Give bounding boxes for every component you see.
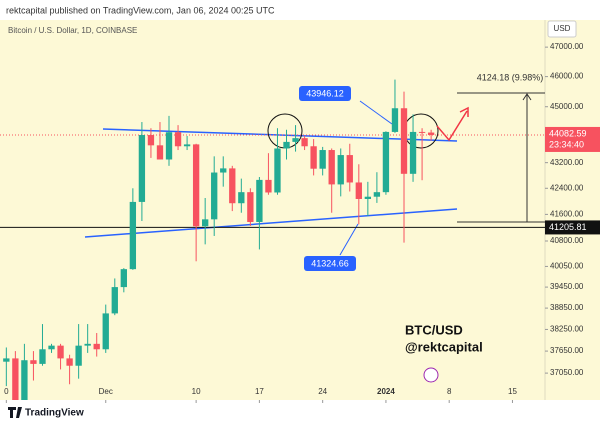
subtitle: Bitcoin / U.S. Dollar, 1D, COINBASE — [8, 26, 137, 35]
candle-body — [57, 345, 64, 359]
pair-label: BTC/USD — [405, 322, 463, 337]
label-box — [299, 86, 351, 101]
label-box — [304, 256, 356, 271]
candle-body — [129, 201, 137, 270]
footer-logo — [8, 407, 22, 418]
callout-line — [359, 100, 393, 125]
level-tag — [545, 220, 600, 235]
candle-body — [111, 287, 118, 314]
candle-body — [21, 360, 28, 400]
candle-body — [30, 360, 37, 364]
y-tick-label: 47000.00 — [550, 42, 584, 51]
candle-body — [138, 135, 146, 202]
y-tick-label: 42400.00 — [550, 183, 584, 192]
x-tick-label: 0 — [4, 387, 9, 396]
currency: USD — [554, 24, 571, 33]
y-tick-label: 37650.00 — [550, 346, 584, 355]
y-tick-label: 40050.00 — [550, 262, 584, 271]
candle-body — [39, 349, 46, 364]
candle-body — [84, 343, 91, 346]
candle-body — [391, 108, 399, 132]
x-tick-label: Dec — [99, 387, 113, 396]
candle-body — [202, 219, 209, 227]
candle-body — [102, 313, 109, 350]
candle-body — [319, 150, 326, 169]
measure-label: 4124.18 (9.98%) — [477, 72, 544, 82]
candle-body — [292, 138, 299, 142]
publisher: rektcapital published on TradingView.com… — [6, 5, 275, 15]
y-tick-label: 45000.00 — [550, 102, 584, 111]
price-tag — [545, 126, 600, 152]
countdown-label: 23:34:40 — [549, 139, 584, 149]
candle-body — [283, 141, 290, 149]
candle-body — [220, 168, 227, 173]
candle-body — [12, 358, 19, 400]
candle-body — [120, 269, 127, 288]
price-axis-bg — [545, 20, 600, 400]
candle-body — [3, 358, 10, 362]
candle-body — [346, 155, 353, 183]
candle-body — [48, 345, 55, 350]
callout-line — [339, 223, 359, 256]
measure-arrowhead — [522, 93, 532, 101]
x-tick-label: 15 — [508, 387, 517, 396]
candle-body — [274, 148, 281, 193]
candle-body — [310, 146, 317, 169]
candle-body — [373, 192, 381, 197]
candle-body — [409, 131, 417, 174]
candle-body — [364, 196, 372, 199]
x-tick-label: 10 — [192, 387, 201, 396]
candle-body — [192, 144, 200, 227]
candle-body — [382, 131, 390, 193]
level-tag-label: 41205.81 — [549, 222, 587, 232]
y-tick-label: 38250.00 — [550, 325, 584, 334]
candle-body — [328, 150, 335, 185]
candle-body — [174, 132, 182, 147]
candle-body — [165, 132, 173, 160]
candle-body — [238, 192, 245, 204]
icon — [423, 367, 439, 383]
y-tick-label: 41600.00 — [550, 209, 584, 218]
candle-body — [183, 144, 191, 147]
candle-body — [337, 155, 344, 185]
plot-bg — [0, 20, 545, 400]
y-tick-label: 40800.00 — [550, 236, 584, 245]
author-label: @rektcapital — [405, 339, 483, 354]
candle-body — [400, 108, 408, 174]
candle-body — [247, 192, 254, 222]
y-tick-label: 46000.00 — [550, 72, 584, 81]
candle-body — [66, 358, 73, 366]
projection-arrow — [436, 106, 469, 142]
price-tag-label: 44082.59 — [549, 128, 587, 138]
x-tick-label: 8 — [447, 387, 452, 396]
plot — [0, 79, 545, 400]
currency-box — [547, 20, 577, 38]
candle-body — [427, 132, 435, 135]
candle-body — [156, 145, 164, 160]
y-tick-label: 37050.00 — [550, 368, 584, 377]
candle-body — [93, 343, 100, 350]
x-tick-label: 17 — [255, 387, 264, 396]
candle-body — [301, 138, 308, 147]
candle-body — [147, 135, 155, 146]
candle-body — [355, 182, 362, 199]
candle-body — [265, 179, 272, 193]
trendline-lower — [84, 208, 458, 238]
low-label: 41324.66 — [311, 258, 349, 268]
high-label: 43946.12 — [306, 88, 344, 98]
candle-body — [256, 179, 263, 222]
footer: TradingView — [25, 408, 84, 419]
candle-body — [211, 172, 218, 220]
candle-body — [229, 168, 236, 204]
y-tick-label: 38850.00 — [550, 303, 584, 312]
y-tick-label: 39450.00 — [550, 282, 584, 291]
candle-body — [418, 131, 426, 133]
candle-body — [75, 345, 82, 366]
x-tick-label: 24 — [318, 387, 327, 396]
y-tick-label: 43200.00 — [550, 158, 584, 167]
x-tick-label: 2024 — [377, 387, 395, 396]
